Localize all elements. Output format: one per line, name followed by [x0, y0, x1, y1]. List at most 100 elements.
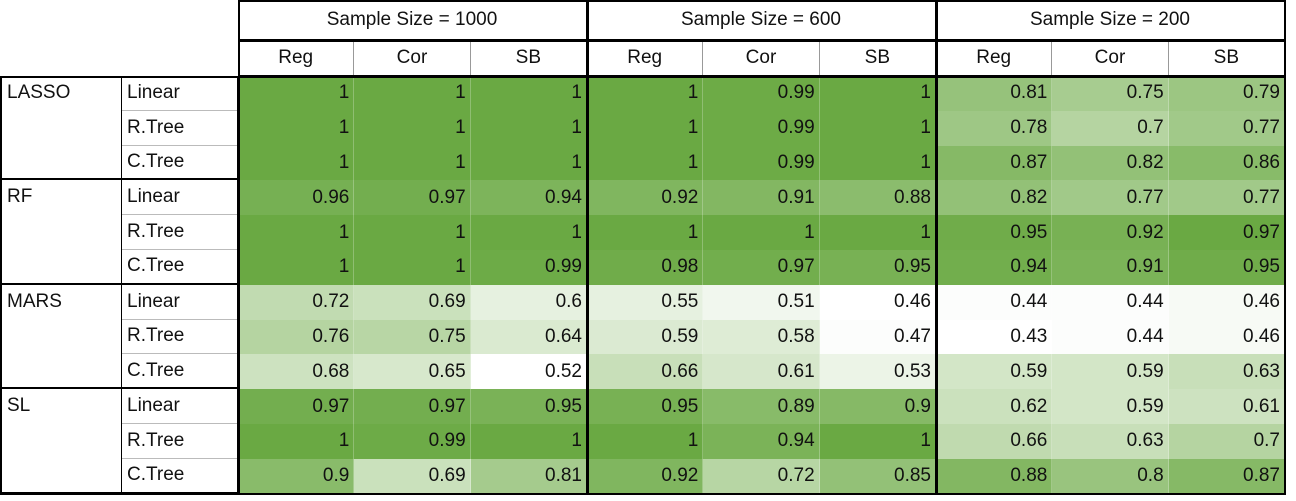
value-cell: 0.64 — [470, 319, 587, 355]
value-cell: 0.94 — [470, 180, 587, 216]
value-cell: 0.82 — [1052, 145, 1169, 181]
model-label: C.Tree — [122, 146, 238, 181]
value-cell: 0.66 — [587, 354, 704, 390]
column-header: Reg — [936, 40, 1053, 76]
method-label: MARS — [0, 284, 122, 390]
value-cell: 0.69 — [354, 458, 471, 494]
value-cell: 0.92 — [1052, 215, 1169, 250]
value-cell: 0.95 — [470, 389, 587, 424]
value-cell: 0.46 — [1168, 319, 1285, 355]
value-cell: 0.61 — [1168, 389, 1285, 424]
model-label: Linear — [122, 285, 238, 320]
value-cell: 0.58 — [703, 319, 820, 355]
model-label: C.Tree — [122, 250, 238, 285]
model-label: R.Tree — [122, 215, 238, 250]
model-label: C.Tree — [122, 354, 238, 390]
value-cell: 0.66 — [936, 424, 1053, 459]
value-cell: 1 — [587, 110, 704, 146]
value-cell: 1 — [470, 110, 587, 146]
value-cell: 0.7 — [1052, 110, 1169, 146]
value-cell: 0.43 — [936, 319, 1053, 355]
value-cell: 0.68 — [238, 354, 355, 390]
value-cell: 0.51 — [703, 284, 820, 320]
value-cell: 0.99 — [354, 424, 471, 459]
column-header: Cor — [703, 40, 820, 76]
value-cell: 1 — [354, 250, 471, 285]
value-cell: 0.6 — [470, 284, 587, 320]
value-cell: 0.99 — [703, 110, 820, 146]
value-cell: 0.9 — [238, 458, 355, 494]
value-cell: 0.62 — [936, 389, 1053, 424]
value-cell: 0.97 — [238, 389, 355, 424]
column-header: Cor — [1052, 40, 1169, 76]
value-cell: 1 — [587, 215, 704, 250]
value-cell: 0.95 — [587, 389, 704, 424]
column-header: Reg — [238, 40, 355, 76]
value-cell: 0.72 — [703, 458, 820, 494]
value-cell: 0.59 — [936, 354, 1053, 390]
value-cell: 1 — [238, 76, 355, 111]
value-cell: 1 — [587, 76, 704, 111]
value-cell: 0.85 — [819, 458, 936, 494]
value-cell: 0.99 — [703, 76, 820, 111]
value-cell: 0.59 — [1052, 354, 1169, 390]
value-cell: 0.77 — [1168, 110, 1285, 146]
value-cell: 1 — [819, 145, 936, 181]
value-cell: 0.65 — [354, 354, 471, 390]
value-cell: 1 — [470, 215, 587, 250]
model-label: R.Tree — [122, 111, 238, 146]
value-cell: 0.97 — [354, 180, 471, 216]
value-cell: 0.44 — [1052, 284, 1169, 320]
value-cell: 1 — [703, 215, 820, 250]
value-cell: 1 — [238, 145, 355, 181]
value-cell: 0.47 — [819, 319, 936, 355]
value-cell: 1 — [819, 424, 936, 459]
column-header: Cor — [354, 40, 471, 76]
value-cell: 0.78 — [936, 110, 1053, 146]
value-cell: 0.75 — [1052, 76, 1169, 111]
value-cell: 0.92 — [587, 180, 704, 216]
value-cell: 1 — [238, 110, 355, 146]
group-header: Sample Size = 1000 — [238, 0, 587, 40]
value-cell: 0.52 — [470, 354, 587, 390]
value-cell: 1 — [354, 215, 471, 250]
value-cell: 0.44 — [1052, 319, 1169, 355]
value-cell: 0.69 — [354, 284, 471, 320]
column-header: SB — [1168, 40, 1285, 76]
value-cell: 1 — [238, 250, 355, 285]
value-cell: 0.81 — [470, 458, 587, 494]
value-cell: 0.82 — [936, 180, 1053, 216]
value-cell: 0.87 — [936, 145, 1053, 181]
value-cell: 0.91 — [1052, 250, 1169, 285]
value-cell: 1 — [238, 424, 355, 459]
column-header: Reg — [587, 40, 704, 76]
value-cell: 0.46 — [1168, 284, 1285, 320]
value-cell: 0.9 — [819, 389, 936, 424]
value-cell: 0.94 — [936, 250, 1053, 285]
value-cell: 0.59 — [1052, 389, 1169, 424]
value-cell: 1 — [587, 145, 704, 181]
value-cell: 0.46 — [819, 284, 936, 320]
value-cell: 0.92 — [587, 458, 704, 494]
value-cell: 1 — [819, 110, 936, 146]
value-cell: 0.99 — [703, 145, 820, 181]
value-cell: 0.96 — [238, 180, 355, 216]
value-cell: 0.94 — [703, 424, 820, 459]
value-cell: 0.77 — [1168, 180, 1285, 216]
method-label: LASSO — [0, 76, 122, 181]
value-cell: 1 — [470, 76, 587, 111]
value-cell: 0.88 — [936, 458, 1053, 494]
value-cell: 1 — [819, 215, 936, 250]
value-cell: 0.91 — [703, 180, 820, 216]
value-cell: 0.86 — [1168, 145, 1285, 181]
value-cell: 0.59 — [587, 319, 704, 355]
column-header: SB — [819, 40, 936, 76]
method-label: SL — [0, 389, 122, 494]
value-cell: 1 — [470, 145, 587, 181]
value-cell: 0.61 — [703, 354, 820, 390]
value-cell: 1 — [470, 424, 587, 459]
value-cell: 1 — [354, 76, 471, 111]
group-header: Sample Size = 200 — [936, 0, 1285, 40]
model-label: Linear — [122, 76, 238, 111]
